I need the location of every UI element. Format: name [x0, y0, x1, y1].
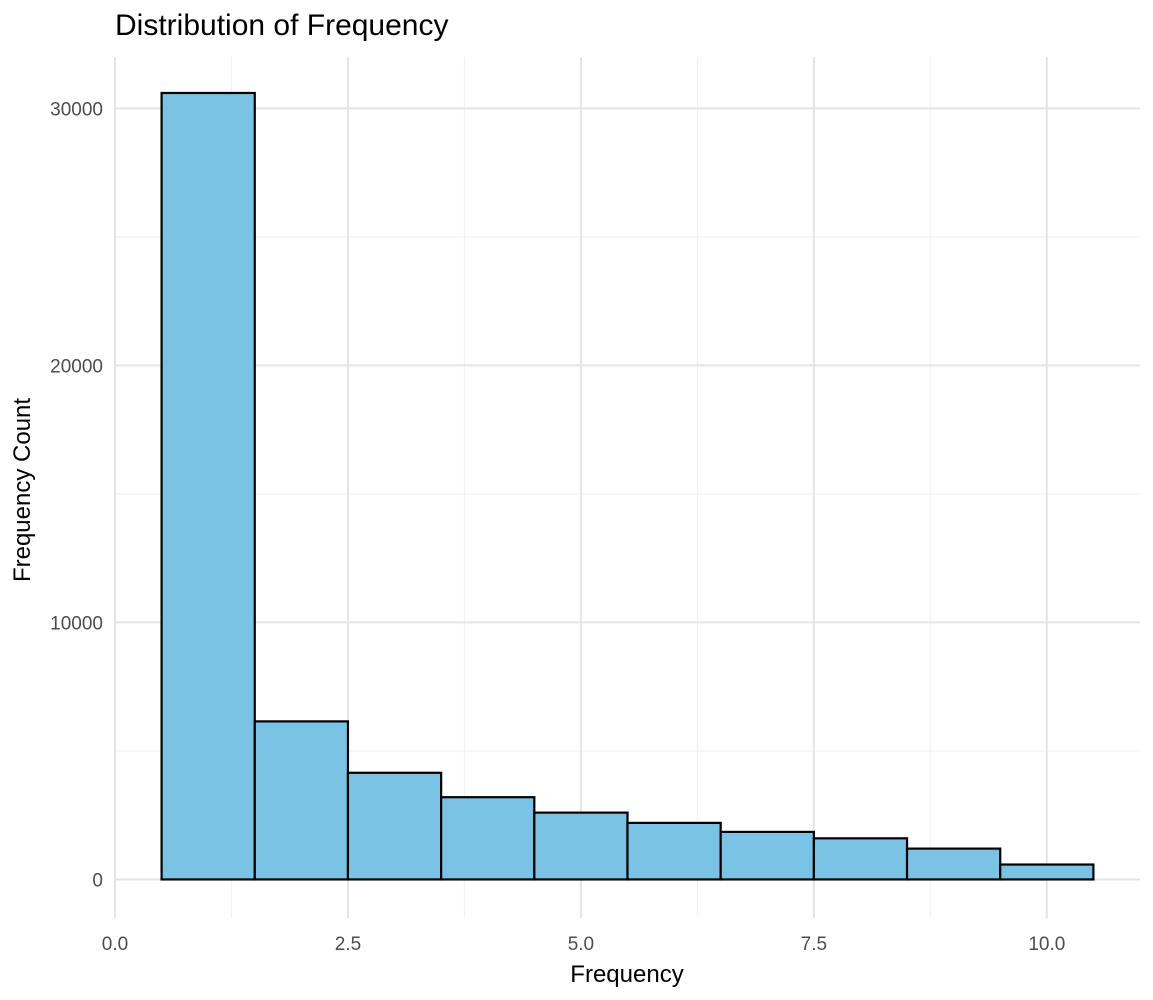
x-tick-label: 7.5 [801, 934, 827, 955]
chart-title: Distribution of Frequency [115, 9, 449, 42]
histogram-bar-8 [812, 837, 909, 881]
histogram-bar-6 [626, 821, 722, 881]
histogram-bar-9 [905, 847, 1002, 881]
bars-layer [160, 91, 1095, 881]
y-tick-label: 10000 [50, 613, 103, 634]
histogram-bar-3 [346, 771, 443, 881]
y-tick-labels: 0 10000 20000 30000 [50, 99, 103, 891]
y-tick-label: 30000 [50, 99, 103, 120]
x-axis-title: Frequency [570, 961, 683, 988]
x-tick-label: 2.5 [335, 934, 361, 955]
y-axis-title: Frequency Count [9, 398, 36, 582]
x-tick-label: 5.0 [568, 934, 594, 955]
x-tick-label: 0.0 [102, 934, 128, 955]
y-tick-label: 0 [92, 870, 103, 891]
histogram-bar-5 [533, 811, 629, 881]
x-tick-labels: 0.0 2.5 5.0 7.5 10.0 [102, 934, 1066, 955]
histogram-bar-10 [999, 863, 1095, 881]
histogram-bar-4 [440, 796, 536, 881]
y-tick-label: 20000 [50, 356, 103, 377]
histogram-bar-7 [719, 830, 815, 881]
histogram-bar-1 [160, 91, 256, 881]
x-tick-label: 10.0 [1028, 934, 1065, 955]
histogram-bar-2 [253, 720, 350, 881]
